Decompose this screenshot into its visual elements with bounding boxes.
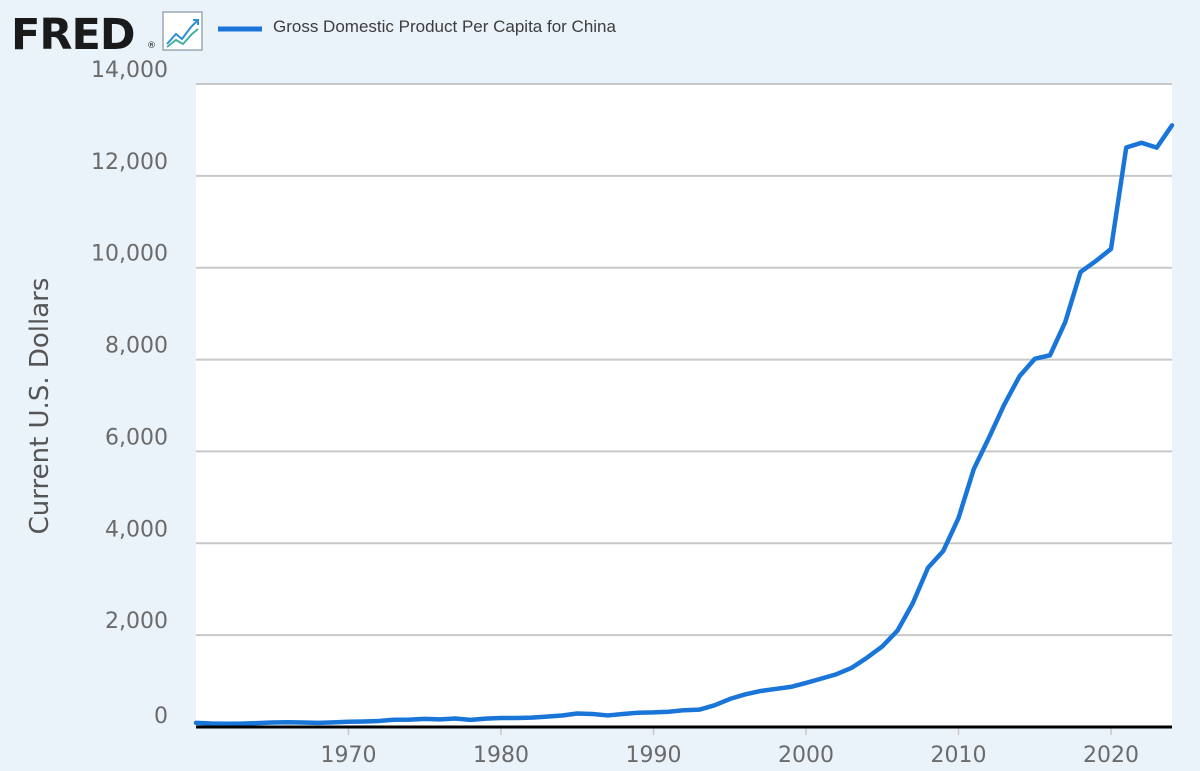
data-point[interactable]	[450, 714, 460, 724]
data-point[interactable]	[755, 686, 765, 696]
legend: Gross Domestic Product Per Capita for Ch…	[218, 17, 617, 36]
data-point[interactable]	[420, 714, 430, 724]
y-tick-label: 10,000	[91, 242, 168, 267]
data-point[interactable]	[923, 563, 933, 573]
data-point[interactable]	[633, 708, 643, 718]
data-point[interactable]	[710, 700, 720, 710]
data-point[interactable]	[1167, 120, 1177, 130]
legend-label-gdp-per-capita: Gross Domestic Product Per Capita for Ch…	[273, 17, 617, 36]
data-point[interactable]	[618, 709, 628, 719]
data-point[interactable]	[572, 708, 582, 718]
data-point[interactable]	[1076, 267, 1086, 277]
data-point[interactable]	[374, 716, 384, 726]
data-point[interactable]	[694, 705, 704, 715]
plot-area	[196, 84, 1172, 727]
series-line-gdp-per-capita	[193, 123, 1175, 727]
data-point[interactable]	[435, 714, 445, 724]
data-point[interactable]	[862, 653, 872, 663]
data-point[interactable]	[1121, 142, 1131, 152]
data-point[interactable]	[1030, 354, 1040, 364]
y-tick-label: 6,000	[105, 425, 168, 450]
fred-logo[interactable]: FRED ®	[11, 10, 203, 60]
y-tick-label: 0	[154, 704, 168, 729]
data-point[interactable]	[481, 714, 491, 724]
y-tick-label: 8,000	[105, 334, 168, 359]
data-point[interactable]	[1152, 143, 1162, 153]
data-point[interactable]	[511, 713, 521, 723]
data-point[interactable]	[405, 715, 415, 725]
data-point[interactable]	[771, 684, 781, 694]
data-point[interactable]	[847, 663, 857, 673]
line-graph-icon	[162, 11, 203, 51]
x-tick-label: 1990	[626, 743, 682, 768]
x-tick-label: 2000	[778, 743, 834, 768]
data-point[interactable]	[1091, 256, 1101, 266]
x-axis-ticks: 1970 1980 1990 2000 2010 2020	[321, 727, 1139, 768]
data-point[interactable]	[344, 717, 354, 727]
data-point[interactable]	[786, 682, 796, 692]
registered-mark: ®	[147, 41, 156, 51]
fred-logo-text: FRED	[11, 10, 135, 60]
y-tick-label: 4,000	[105, 517, 168, 542]
gridlines	[196, 83, 1172, 637]
data-point[interactable]	[664, 707, 674, 717]
data-point[interactable]	[649, 707, 659, 717]
y-tick-label: 14,000	[91, 58, 168, 83]
data-point[interactable]	[527, 713, 537, 723]
data-point[interactable]	[984, 433, 994, 443]
data-point[interactable]	[359, 717, 369, 727]
data-point[interactable]	[969, 464, 979, 474]
data-point[interactable]	[542, 712, 552, 722]
data-point[interactable]	[679, 705, 689, 715]
y-tick-label: 2,000	[105, 609, 168, 634]
x-tick-label: 2020	[1083, 743, 1139, 768]
data-point[interactable]	[588, 709, 598, 719]
data-point[interactable]	[938, 546, 948, 556]
data-point[interactable]	[893, 626, 903, 636]
x-tick-label: 2010	[931, 743, 987, 768]
data-point[interactable]	[832, 669, 842, 679]
data-point[interactable]	[389, 715, 399, 725]
data-point[interactable]	[496, 713, 506, 723]
data-point[interactable]	[466, 715, 476, 725]
y-axis-ticks: 0 2,000 4,000 6,000 8,000 10,000 12,000 14,000	[91, 58, 168, 729]
data-point[interactable]	[908, 598, 918, 608]
x-tick-label: 1980	[473, 743, 529, 768]
data-point[interactable]	[603, 710, 613, 720]
data-point[interactable]	[557, 710, 567, 720]
data-point[interactable]	[1015, 371, 1025, 381]
data-point[interactable]	[801, 678, 811, 688]
y-tick-label: 12,000	[91, 150, 168, 175]
data-point[interactable]	[877, 641, 887, 651]
data-point[interactable]	[725, 694, 735, 704]
data-point[interactable]	[1060, 317, 1070, 327]
data-point[interactable]	[1106, 244, 1116, 254]
data-point[interactable]	[1045, 350, 1055, 360]
data-point[interactable]	[816, 674, 826, 684]
data-point[interactable]	[740, 689, 750, 699]
data-point[interactable]	[954, 513, 964, 523]
y-axis-title: Current U.S. Dollars	[25, 278, 55, 535]
data-point[interactable]	[1137, 138, 1147, 148]
x-tick-label: 1970	[321, 743, 377, 768]
data-point[interactable]	[999, 400, 1009, 410]
